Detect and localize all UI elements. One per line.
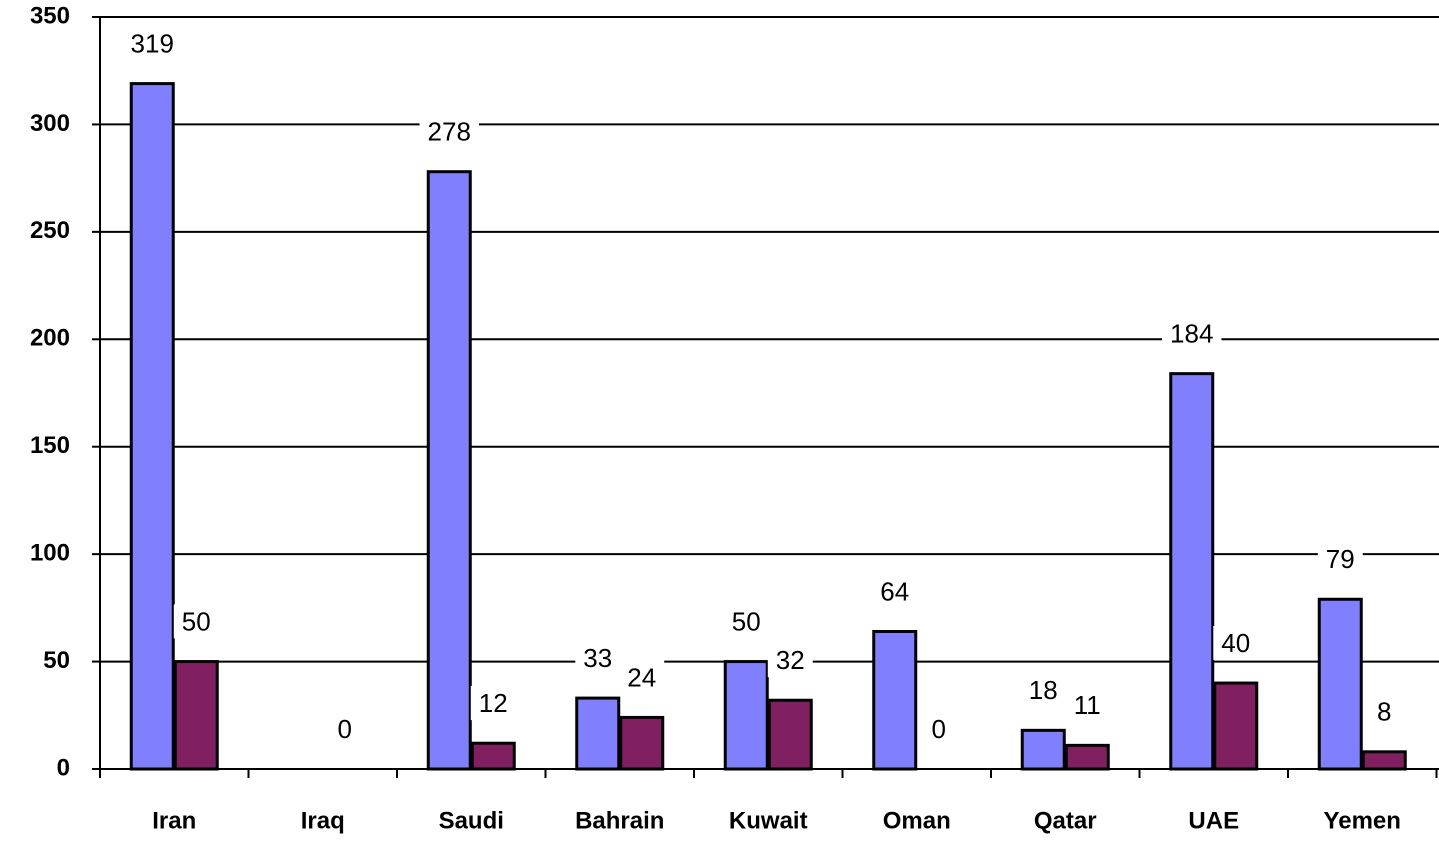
y-tick-label: 100 bbox=[30, 539, 70, 566]
bar bbox=[426, 170, 472, 771]
x-tick-label: Oman bbox=[883, 807, 951, 834]
bar bbox=[173, 660, 219, 771]
value-label: 24 bbox=[627, 662, 656, 692]
x-tick-label: Iran bbox=[152, 807, 196, 834]
y-tick-label: 250 bbox=[30, 217, 70, 244]
y-tick-label: 300 bbox=[30, 110, 70, 137]
bar bbox=[872, 629, 918, 771]
label-bg bbox=[122, 26, 182, 61]
x-tick-label: Saudi bbox=[439, 807, 504, 834]
bar bbox=[1169, 372, 1215, 771]
label-bg bbox=[619, 660, 665, 695]
value-label: 0 bbox=[932, 714, 946, 744]
label-bg bbox=[575, 640, 621, 675]
value-label: 319 bbox=[131, 28, 174, 58]
label-bg bbox=[767, 643, 813, 678]
y-tick-label: 350 bbox=[30, 2, 70, 29]
x-tick-label: UAE bbox=[1188, 807, 1239, 834]
label-bg bbox=[1162, 316, 1222, 351]
label-bg bbox=[1369, 694, 1400, 729]
value-label: 184 bbox=[1170, 319, 1213, 349]
value-label: 40 bbox=[1221, 628, 1250, 658]
y-tick-label: 0 bbox=[57, 754, 70, 781]
grid bbox=[100, 16, 1439, 663]
label-bg bbox=[470, 686, 516, 721]
x-tick-label: Kuwait bbox=[729, 807, 808, 834]
label-bg bbox=[173, 604, 219, 639]
bar bbox=[470, 741, 516, 771]
x-tick-label: Qatar bbox=[1034, 807, 1097, 834]
label-bg bbox=[1213, 625, 1259, 660]
value-label: 32 bbox=[776, 645, 805, 675]
x-tick-label: Iraq bbox=[301, 807, 345, 834]
value-label: 50 bbox=[732, 606, 761, 636]
value-label: 0 bbox=[338, 714, 352, 744]
y-tick-label: 50 bbox=[43, 647, 70, 674]
label-bg bbox=[923, 711, 954, 746]
bar bbox=[1020, 728, 1066, 771]
y-tick-label: 150 bbox=[30, 432, 70, 459]
label-bg bbox=[1020, 673, 1066, 708]
bar bbox=[575, 696, 621, 771]
bar bbox=[619, 715, 665, 771]
bar bbox=[1213, 681, 1259, 771]
bar bbox=[1064, 743, 1110, 771]
value-label: 50 bbox=[182, 606, 211, 636]
bar bbox=[1317, 597, 1363, 771]
bar bbox=[1361, 750, 1407, 771]
value-label: 8 bbox=[1377, 697, 1391, 727]
x-tick-label: Bahrain bbox=[575, 807, 664, 834]
y-tick-label: 200 bbox=[30, 325, 70, 352]
value-label: 12 bbox=[479, 688, 508, 718]
label-bg bbox=[329, 711, 360, 746]
value-labels: 319 50 0 278 12 33 24 50 32 64 0 18 11 184 40 79 8 bbox=[122, 26, 1400, 746]
label-bg bbox=[419, 114, 479, 149]
bar bbox=[129, 82, 175, 771]
bar bbox=[767, 698, 813, 771]
label-bg bbox=[723, 604, 769, 639]
label-bg bbox=[872, 574, 918, 609]
x-tick-label: Yemen bbox=[1324, 807, 1401, 834]
value-label: 79 bbox=[1326, 544, 1355, 574]
label-bg bbox=[1065, 688, 1109, 723]
value-label: 278 bbox=[428, 117, 471, 147]
value-label: 33 bbox=[583, 643, 612, 673]
value-label: 64 bbox=[880, 576, 909, 606]
bar bbox=[723, 660, 769, 771]
label-bg bbox=[1317, 542, 1363, 577]
value-label: 18 bbox=[1029, 675, 1058, 705]
value-label: 11 bbox=[1074, 690, 1101, 720]
